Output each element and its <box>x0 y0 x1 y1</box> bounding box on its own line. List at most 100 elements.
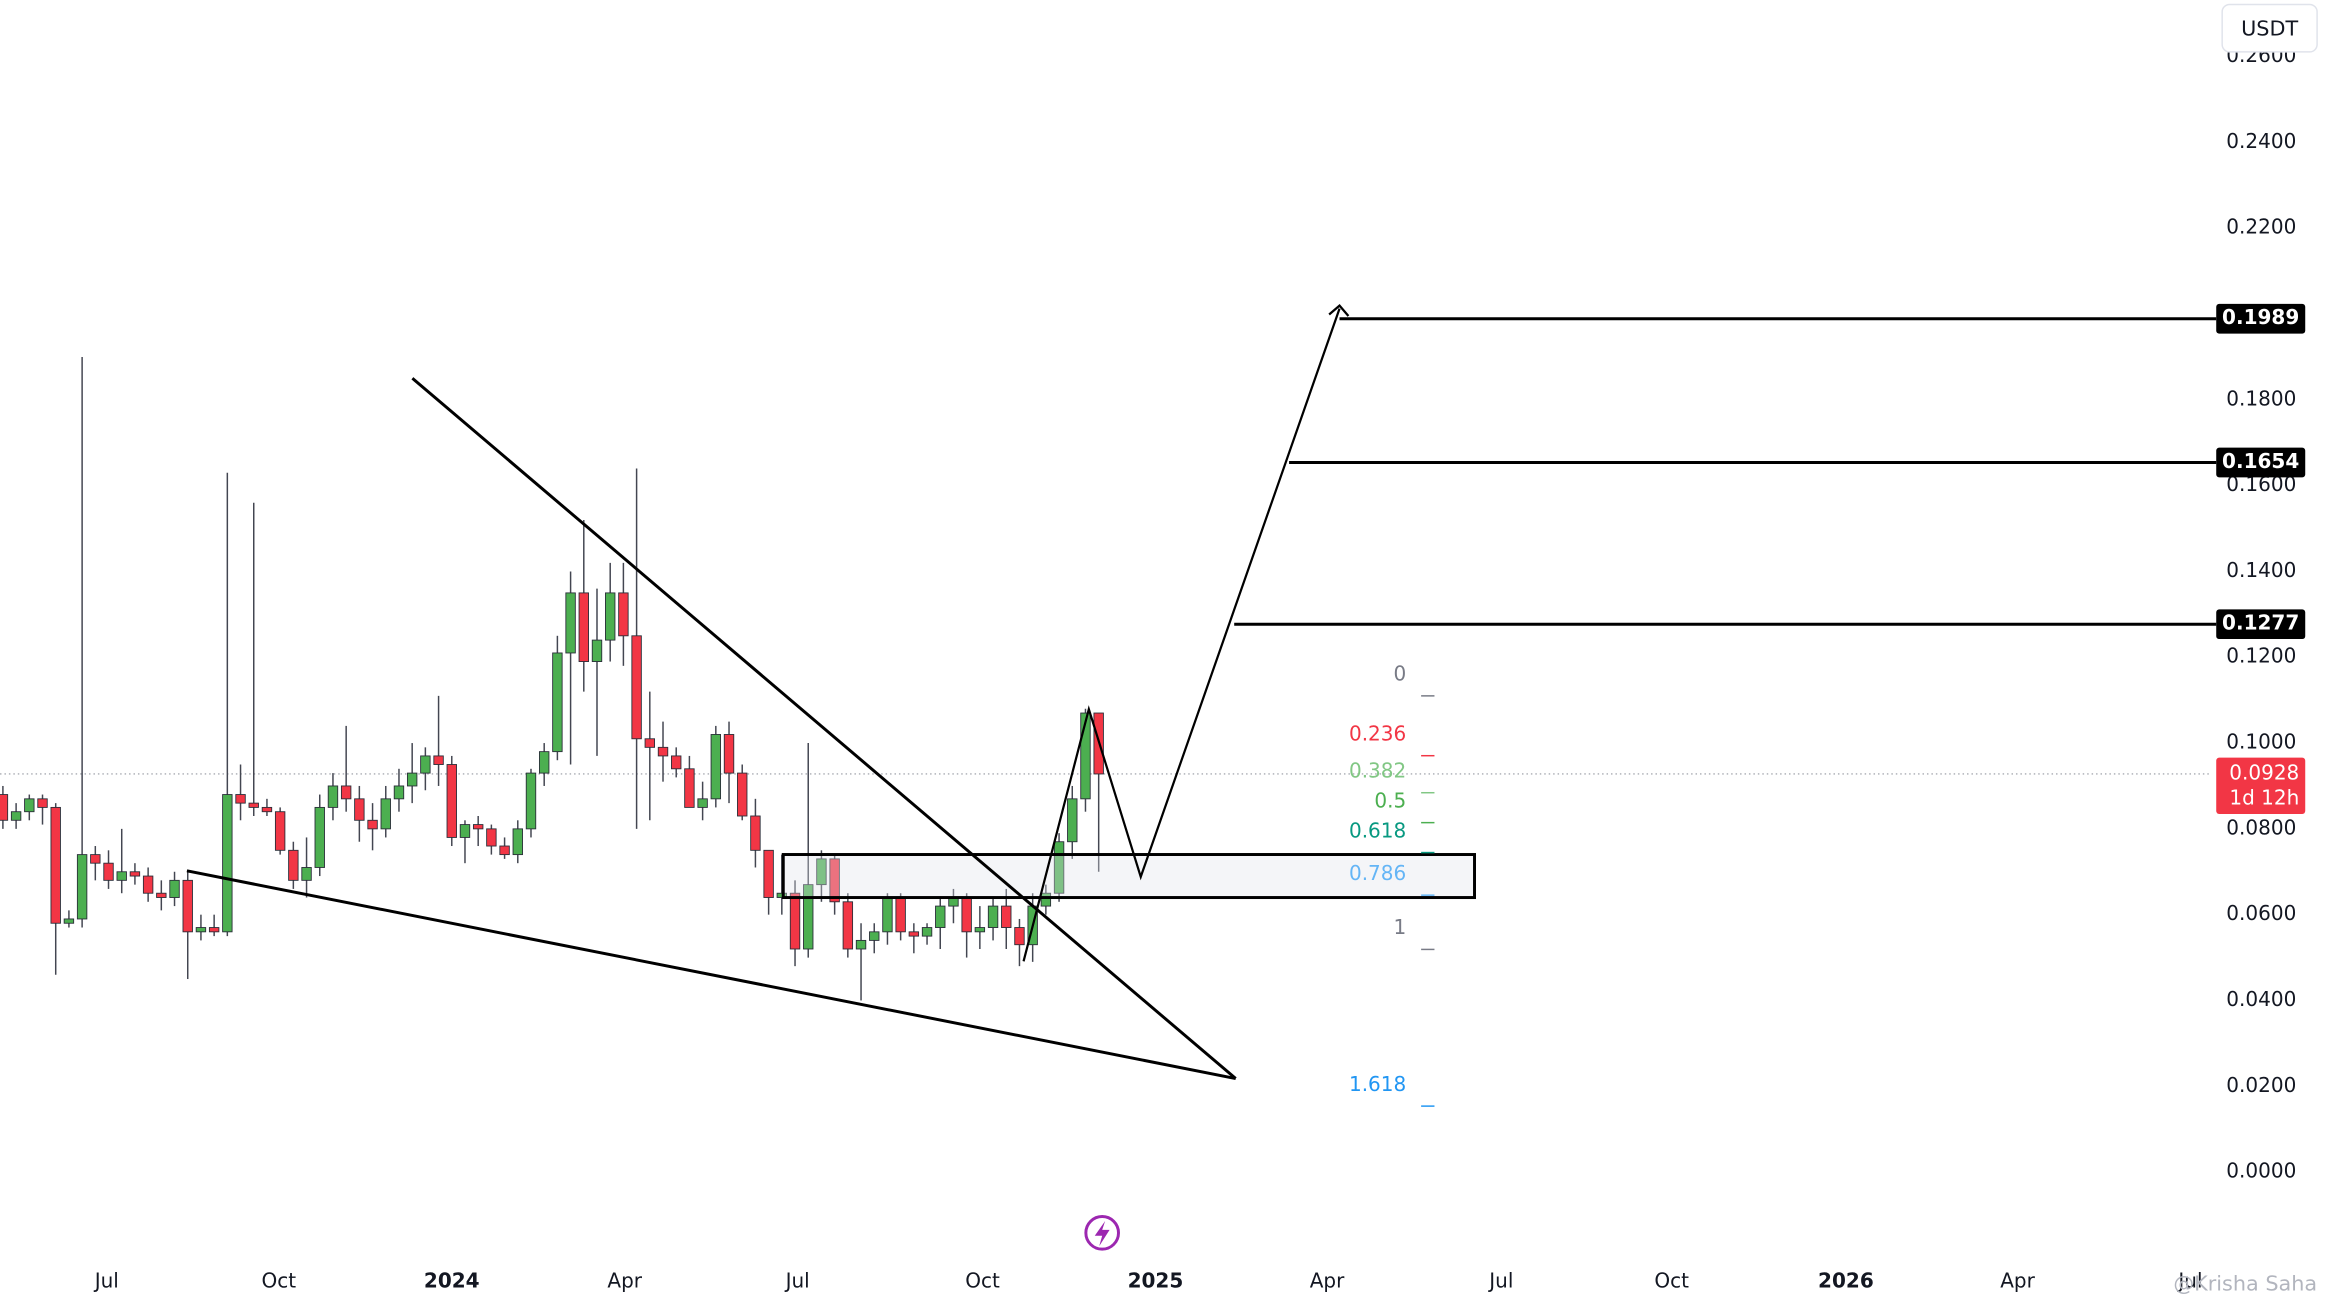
candle-body <box>393 785 405 800</box>
candle <box>684 755 695 808</box>
candle-body <box>578 592 589 662</box>
candle <box>340 725 352 812</box>
candle-body <box>855 939 867 950</box>
candle <box>538 743 550 786</box>
x-tick-label: Oct <box>1654 1268 1689 1292</box>
candle-body <box>472 824 484 830</box>
candle <box>605 562 616 662</box>
target-price-box <box>2216 447 2306 478</box>
candle-body <box>935 905 946 928</box>
candle <box>208 914 220 937</box>
candle-body <box>723 734 735 774</box>
candle-body <box>974 927 986 933</box>
candle <box>644 691 655 821</box>
candle <box>327 773 339 821</box>
candle-body <box>327 785 339 808</box>
fib-level-label: 1 <box>1394 915 1407 939</box>
fib-level-label: 0.618 <box>1349 818 1406 842</box>
target-price-box <box>2216 609 2306 640</box>
candle <box>816 850 827 902</box>
candle-body <box>565 592 576 654</box>
candle <box>169 871 180 907</box>
candle-body <box>1067 798 1078 843</box>
candle <box>1053 833 1065 902</box>
candle-body <box>737 772 748 817</box>
target-price-box <box>2216 303 2306 334</box>
candle-body <box>710 734 722 800</box>
candle-body <box>10 811 22 821</box>
x-tick-label: 2025 <box>1128 1268 1184 1292</box>
x-tick-label: Jul <box>1487 1268 1513 1292</box>
candle <box>63 910 75 928</box>
candle-body <box>869 931 880 941</box>
candle-body <box>816 858 827 886</box>
x-tick-label: Jul <box>784 1268 810 1292</box>
y-tick-label: 0.1800 <box>2226 386 2296 410</box>
candle <box>737 764 748 821</box>
candle <box>763 849 774 915</box>
candle-body <box>37 798 48 808</box>
candle-body <box>987 905 999 928</box>
candle-body <box>63 918 75 924</box>
candle-body <box>0 794 9 821</box>
candle <box>301 837 312 898</box>
candle-body <box>631 635 642 740</box>
candle <box>591 588 603 756</box>
y-tick-label: 0.0600 <box>2226 901 2296 925</box>
candle-body <box>842 901 854 950</box>
candle-body <box>446 764 457 838</box>
lightning-icon[interactable] <box>1084 1215 1120 1251</box>
x-tick-label: Jul <box>93 1268 119 1292</box>
target-price-label: 0.1277 <box>2222 611 2299 635</box>
currency-button[interactable] <box>2221 3 2318 53</box>
x-tick-label: 2026 <box>1818 1268 1874 1292</box>
candle-body <box>459 824 471 838</box>
candle <box>116 828 127 894</box>
candle-body <box>1040 892 1052 907</box>
candle <box>499 837 510 859</box>
candle <box>578 519 589 692</box>
candle <box>631 468 642 829</box>
candle-body <box>76 854 88 920</box>
x-tick-label: Jul <box>2176 1268 2202 1292</box>
arrow-head <box>1328 304 1350 317</box>
candle <box>974 906 986 949</box>
y-tick-label: 0.0400 <box>2226 987 2296 1011</box>
candle-body <box>552 652 563 753</box>
candle <box>618 562 629 666</box>
candle <box>552 635 563 761</box>
candle <box>855 923 867 1001</box>
candle <box>935 897 946 949</box>
candle <box>380 785 391 838</box>
candle-body <box>274 811 286 851</box>
candle-body <box>763 849 774 898</box>
candle <box>24 794 35 821</box>
candle <box>314 794 325 877</box>
candle-body <box>235 794 246 804</box>
trendline <box>186 869 1236 1080</box>
y-tick-label: 0.2200 <box>2226 215 2296 239</box>
target-price-label: 0.1989 <box>2222 305 2299 329</box>
fib-level-label: 0.5 <box>1374 788 1406 812</box>
candle-body <box>129 871 141 877</box>
x-tick-label: Apr <box>1310 1268 1345 1292</box>
candle <box>565 571 576 765</box>
candle <box>446 755 457 847</box>
candle-body <box>921 927 933 937</box>
candle-body <box>103 862 114 881</box>
candle <box>156 880 167 911</box>
y-tick-label: 0.0000 <box>2226 1159 2296 1183</box>
candle-body <box>538 751 550 774</box>
candle <box>274 807 286 855</box>
candle-body <box>380 798 391 830</box>
candle <box>657 721 669 782</box>
candle <box>723 721 735 804</box>
y-tick-label: 0.1000 <box>2226 730 2296 754</box>
candle <box>393 768 405 812</box>
candle <box>671 747 682 778</box>
candle-body <box>750 815 761 851</box>
candle-body <box>340 785 352 800</box>
candle <box>354 785 365 842</box>
